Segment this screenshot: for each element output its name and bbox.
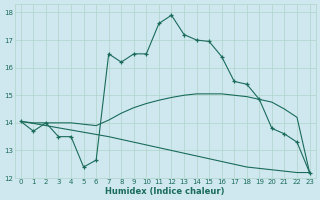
X-axis label: Humidex (Indice chaleur): Humidex (Indice chaleur) xyxy=(106,187,225,196)
